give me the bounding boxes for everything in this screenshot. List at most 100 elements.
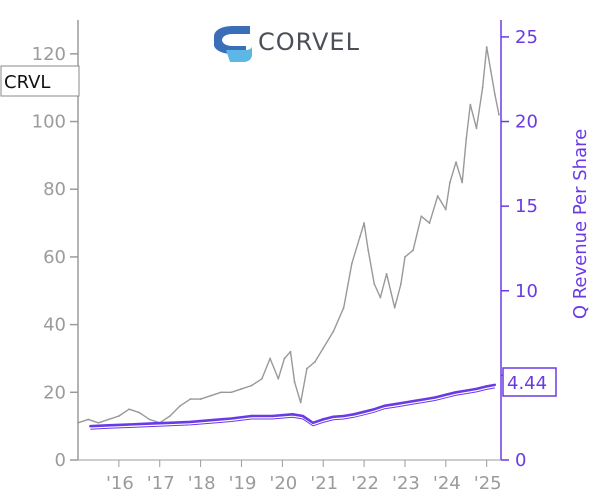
- price-point: [379, 296, 382, 299]
- revenue-point: [485, 385, 488, 388]
- revenue-point: [332, 415, 335, 419]
- left-tick-label: 20: [43, 382, 66, 403]
- x-tick-label: '16: [106, 473, 134, 494]
- price-point: [481, 86, 484, 89]
- price-point: [436, 195, 439, 197]
- price-point: [363, 222, 365, 224]
- price-point: [299, 401, 302, 404]
- price-point: [359, 235, 361, 238]
- revenue-point: [465, 389, 468, 392]
- price-point: [283, 357, 286, 360]
- revenue-point: [322, 418, 325, 421]
- price-point: [138, 411, 141, 414]
- price-point: [461, 181, 464, 184]
- last-value-box: 4.44: [502, 367, 557, 397]
- revenue-point: [393, 402, 396, 406]
- x-tick-label: '22: [351, 473, 379, 494]
- revenue-point: [373, 408, 376, 411]
- right-axis-label: Q Revenue Per Share: [570, 129, 591, 319]
- corvel-logo-icon: [214, 26, 252, 63]
- revenue-point: [209, 419, 213, 422]
- price-point: [305, 367, 308, 370]
- price-point: [240, 388, 243, 390]
- revenue-point: [454, 391, 458, 394]
- price-point: [493, 93, 496, 96]
- price-point: [293, 381, 296, 384]
- revenue-point: [493, 383, 497, 387]
- price-point: [449, 181, 451, 184]
- price-point: [385, 272, 388, 275]
- right-tick-label: 20: [515, 112, 538, 133]
- last-value-label: 4.44: [507, 373, 547, 394]
- revenue-point: [362, 410, 366, 413]
- price-point: [269, 357, 271, 360]
- corvel-logo: CORVEL: [214, 26, 360, 63]
- price-point: [412, 249, 415, 252]
- price-point: [475, 127, 478, 130]
- price-point: [404, 256, 406, 258]
- logo-text: CORVEL: [258, 28, 360, 56]
- revenue-point: [413, 399, 417, 402]
- left-tick-label: 40: [43, 315, 66, 336]
- price-point: [332, 330, 335, 333]
- right-tick-label: 25: [515, 27, 538, 48]
- revenue-point: [189, 420, 192, 424]
- price-point: [314, 360, 316, 363]
- revenue-point: [475, 387, 478, 391]
- left-tick-label: 60: [43, 247, 66, 268]
- right-tick-label: 10: [515, 281, 538, 302]
- price-point: [189, 398, 192, 400]
- x-tick-label: '18: [188, 473, 216, 494]
- price-point: [469, 103, 472, 106]
- price-point: [148, 418, 151, 421]
- x-tick-label: '17: [147, 473, 175, 494]
- price-point: [428, 222, 431, 224]
- x-tick-label: '19: [229, 473, 257, 494]
- price-point: [169, 415, 171, 417]
- x-tick-label: '21: [310, 473, 338, 494]
- price-point: [367, 249, 370, 252]
- price-point: [289, 350, 292, 353]
- revenue-point: [403, 401, 407, 404]
- revenue-point: [444, 393, 448, 397]
- price-point: [209, 394, 212, 397]
- revenue-point: [311, 421, 315, 424]
- x-tick-label: '25: [474, 473, 502, 494]
- revenue-point: [127, 423, 131, 426]
- ticker-label: CRVL: [4, 72, 50, 93]
- right-tick-label: 0: [515, 450, 526, 471]
- price-point: [485, 46, 488, 48]
- price-point: [261, 377, 263, 380]
- price-point: [498, 113, 500, 116]
- price-point: [220, 391, 222, 394]
- revenue-point: [352, 413, 356, 416]
- revenue-point: [342, 414, 345, 418]
- revenue-point: [291, 413, 294, 416]
- price-point: [322, 347, 325, 350]
- price-point: [489, 69, 492, 72]
- ticker-box: CRVL: [0, 65, 80, 97]
- price-point: [250, 384, 253, 387]
- left-tick-label: 100: [32, 112, 66, 133]
- price-point: [97, 421, 100, 424]
- revenue-point: [301, 414, 304, 418]
- left-tick-label: 80: [43, 179, 66, 200]
- price-point: [444, 208, 447, 211]
- revenue-point: [89, 424, 92, 428]
- price-point: [465, 137, 468, 140]
- price-point: [393, 306, 396, 309]
- revenue-point: [148, 422, 151, 425]
- price-point: [128, 408, 130, 411]
- price-point: [77, 421, 79, 424]
- revenue-point: [250, 414, 253, 418]
- price-point: [342, 306, 345, 309]
- revenue-point: [434, 396, 437, 399]
- left-tick-label: 0: [55, 450, 66, 471]
- price-point: [117, 415, 120, 417]
- left-y-axis: 0 20 40 60 80 100 120: [32, 20, 79, 471]
- price-series-line: [77, 46, 500, 424]
- price-point: [179, 404, 182, 407]
- right-y-axis: 0510152025 Q Revenue Per Share: [500, 20, 591, 471]
- price-point: [87, 418, 90, 421]
